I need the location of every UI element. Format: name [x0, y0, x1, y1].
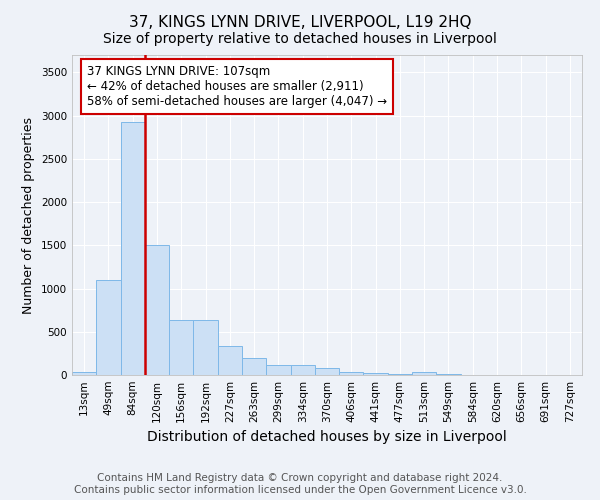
Bar: [266, 366, 290, 375]
Bar: [436, 374, 461, 375]
Bar: [169, 320, 193, 375]
Bar: [315, 368, 339, 375]
Bar: [388, 374, 412, 375]
Text: Size of property relative to detached houses in Liverpool: Size of property relative to detached ho…: [103, 32, 497, 46]
Bar: [290, 366, 315, 375]
Y-axis label: Number of detached properties: Number of detached properties: [22, 116, 35, 314]
Bar: [412, 372, 436, 375]
X-axis label: Distribution of detached houses by size in Liverpool: Distribution of detached houses by size …: [147, 430, 507, 444]
Bar: [218, 346, 242, 375]
Text: 37, KINGS LYNN DRIVE, LIVERPOOL, L19 2HQ: 37, KINGS LYNN DRIVE, LIVERPOOL, L19 2HQ: [129, 15, 471, 30]
Bar: [96, 280, 121, 375]
Bar: [145, 246, 169, 375]
Bar: [193, 320, 218, 375]
Bar: [339, 372, 364, 375]
Bar: [364, 374, 388, 375]
Bar: [121, 122, 145, 375]
Text: Contains HM Land Registry data © Crown copyright and database right 2024.
Contai: Contains HM Land Registry data © Crown c…: [74, 474, 526, 495]
Bar: [242, 358, 266, 375]
Bar: [72, 372, 96, 375]
Text: 37 KINGS LYNN DRIVE: 107sqm
← 42% of detached houses are smaller (2,911)
58% of : 37 KINGS LYNN DRIVE: 107sqm ← 42% of det…: [86, 66, 386, 108]
